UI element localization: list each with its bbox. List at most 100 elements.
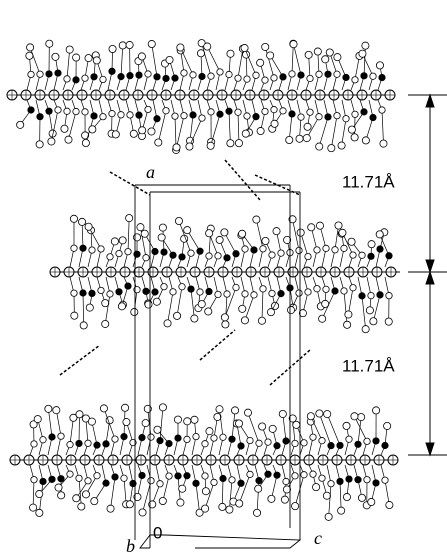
atom xyxy=(177,44,184,51)
atom xyxy=(219,503,226,510)
atom xyxy=(139,472,145,478)
bond xyxy=(30,47,40,74)
atom xyxy=(344,321,351,328)
atom xyxy=(148,40,155,47)
atom xyxy=(119,42,126,49)
atom xyxy=(145,71,151,77)
atom xyxy=(109,45,116,52)
atom xyxy=(206,428,213,435)
atom xyxy=(251,292,257,298)
atom xyxy=(29,504,36,511)
atom xyxy=(386,501,393,508)
atom xyxy=(382,477,388,483)
atom xyxy=(52,53,59,60)
atom xyxy=(231,407,238,414)
atom xyxy=(334,71,340,77)
atom xyxy=(307,75,313,81)
atom xyxy=(112,474,118,480)
atom xyxy=(257,127,264,134)
bond xyxy=(373,295,380,321)
atom xyxy=(386,253,392,259)
atom xyxy=(376,62,383,69)
atom xyxy=(91,74,97,80)
bond xyxy=(283,414,286,441)
atom xyxy=(287,306,294,313)
page: 11.71Å 11.71Å a b 0 c (() => { const dat… xyxy=(0,0,447,555)
atom xyxy=(251,247,257,253)
atom xyxy=(319,475,325,481)
atom xyxy=(355,441,361,447)
atom xyxy=(179,284,185,290)
atom xyxy=(368,498,375,505)
atom xyxy=(211,479,217,485)
atom xyxy=(109,68,115,74)
atom xyxy=(262,77,268,83)
atom xyxy=(376,231,383,238)
atom xyxy=(220,475,226,481)
atom xyxy=(332,247,338,253)
atom xyxy=(145,301,152,308)
atom xyxy=(121,433,127,439)
atom xyxy=(226,71,232,77)
atom xyxy=(172,113,178,119)
atom xyxy=(351,134,358,141)
atom xyxy=(362,326,369,333)
atom xyxy=(73,54,80,61)
atom xyxy=(280,74,286,80)
atom xyxy=(268,495,275,502)
atom xyxy=(373,438,379,444)
atom xyxy=(206,230,213,237)
atom xyxy=(159,404,166,411)
atom xyxy=(274,443,280,449)
atom xyxy=(316,410,323,417)
atom xyxy=(244,113,250,119)
atom xyxy=(362,42,369,49)
atom xyxy=(184,418,191,425)
atom xyxy=(298,72,304,78)
atom xyxy=(107,505,114,512)
atom xyxy=(296,135,303,142)
atom xyxy=(208,109,214,115)
origin-label: 0 xyxy=(153,523,162,542)
atom xyxy=(215,253,221,259)
atom xyxy=(262,108,268,114)
axis-label: c xyxy=(314,528,322,548)
atom xyxy=(139,434,145,440)
atom xyxy=(362,137,369,144)
atom xyxy=(94,442,100,448)
atom xyxy=(91,113,97,119)
atom xyxy=(341,245,347,251)
atom xyxy=(82,109,88,115)
atom xyxy=(85,440,91,446)
atom xyxy=(364,476,370,482)
atom xyxy=(49,434,55,440)
atom xyxy=(36,141,43,148)
atom xyxy=(173,144,180,151)
atom xyxy=(193,480,199,486)
atom xyxy=(337,442,343,448)
atom xyxy=(235,420,242,427)
atom xyxy=(328,442,334,448)
atom xyxy=(281,496,288,503)
atom xyxy=(256,440,262,446)
atom xyxy=(136,72,142,78)
atom xyxy=(55,107,61,113)
atom xyxy=(184,473,190,479)
atom xyxy=(181,112,187,118)
atom xyxy=(255,485,262,492)
atom xyxy=(350,252,356,258)
atom xyxy=(267,52,274,59)
atom xyxy=(216,236,223,243)
atom xyxy=(152,289,158,295)
atom xyxy=(45,405,52,412)
atom xyxy=(102,320,109,327)
atom xyxy=(359,252,365,258)
atom xyxy=(202,441,208,447)
atom xyxy=(278,290,284,296)
atom xyxy=(184,436,190,442)
atom xyxy=(352,77,358,83)
atom xyxy=(34,415,41,422)
atom xyxy=(343,422,350,429)
atom xyxy=(247,471,253,477)
bond xyxy=(191,289,194,318)
